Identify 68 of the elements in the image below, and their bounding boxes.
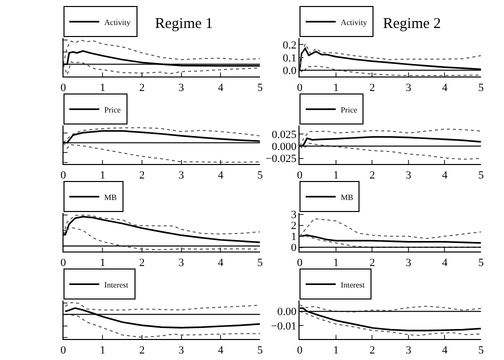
legend-label: Price <box>104 105 122 114</box>
x-tick-label: 4 <box>442 344 448 356</box>
x-tick-label: 1 <box>333 169 339 182</box>
x-tick-label: 2 <box>139 344 145 356</box>
y-tick-label: 0 <box>291 242 298 254</box>
y-tick-label: 0.000 <box>272 141 298 154</box>
legend-label: Price <box>340 105 358 114</box>
legend-label: MB <box>104 192 117 202</box>
x-tick-label: 3 <box>178 256 185 269</box>
y-tick-label: 0.0 <box>282 65 298 78</box>
y-tick-label: 2 <box>291 220 297 232</box>
x-tick-label: 3 <box>406 256 412 269</box>
legend-label: Interest <box>104 280 130 290</box>
x-tick-label: 4 <box>442 256 448 269</box>
x-tick-label: 2 <box>139 169 145 182</box>
y-tick-label: 0.00 <box>277 306 298 318</box>
x-tick-label: 1 <box>100 169 106 182</box>
legend-label: Activity <box>104 18 130 27</box>
x-tick-label: 5 <box>478 344 484 356</box>
y-tick-label: 1 <box>291 231 297 244</box>
y-tick-label: −0.01 <box>271 320 297 332</box>
legend-label: Interest <box>340 280 366 290</box>
x-tick-label: 3 <box>178 169 185 182</box>
chart-title: Regime 1 <box>155 16 213 32</box>
y-tick-label: −0.025 <box>266 153 298 166</box>
x-tick-label: 2 <box>369 256 375 269</box>
x-tick-label: 5 <box>257 256 264 269</box>
y-tick-label: 0.025 <box>272 128 298 141</box>
x-tick-label: 5 <box>257 169 264 182</box>
legend-label: Activity <box>340 18 367 27</box>
x-tick-label: 3 <box>178 344 185 356</box>
x-tick-label: 0 <box>60 256 67 269</box>
line-series <box>300 310 481 336</box>
x-tick-label: 2 <box>139 82 145 94</box>
x-tick-label: 4 <box>218 344 224 356</box>
x-tick-label: 2 <box>139 256 145 269</box>
x-tick-label: 0 <box>60 344 67 356</box>
x-tick-label: 0 <box>60 82 67 94</box>
x-tick-label: 5 <box>257 82 264 94</box>
x-tick-label: 4 <box>218 169 224 182</box>
x-tick-label: 4 <box>218 256 224 269</box>
line-series <box>300 304 481 312</box>
x-tick-label: 1 <box>333 344 339 356</box>
x-tick-label: 1 <box>100 344 106 356</box>
x-tick-label: 0 <box>60 169 67 182</box>
x-tick-label: 3 <box>406 169 412 182</box>
chart-title: Regime 2 <box>383 16 441 32</box>
x-tick-label: 3 <box>406 344 412 356</box>
x-tick-label: 5 <box>478 169 484 182</box>
x-tick-label: 3 <box>178 82 185 94</box>
y-tick-label: 0.1 <box>282 52 297 64</box>
x-tick-label: 2 <box>369 169 375 182</box>
x-tick-label: 5 <box>478 82 484 94</box>
y-tick-label: 3 <box>291 209 298 222</box>
x-tick-label: 3 <box>406 82 412 94</box>
x-tick-label: 1 <box>333 82 339 94</box>
x-tick-label: 1 <box>100 256 106 269</box>
x-tick-label: 2 <box>369 344 375 356</box>
x-tick-label: 5 <box>257 344 264 356</box>
x-tick-label: 4 <box>442 82 448 94</box>
x-tick-label: 1 <box>333 256 339 269</box>
x-tick-label: 1 <box>100 82 106 94</box>
x-tick-label: 2 <box>369 82 375 94</box>
x-tick-label: 4 <box>218 82 224 94</box>
x-tick-label: 5 <box>478 256 484 269</box>
legend-label: MB <box>340 192 354 202</box>
x-tick-label: 4 <box>442 169 448 182</box>
y-tick-label: 0.2 <box>282 39 297 52</box>
